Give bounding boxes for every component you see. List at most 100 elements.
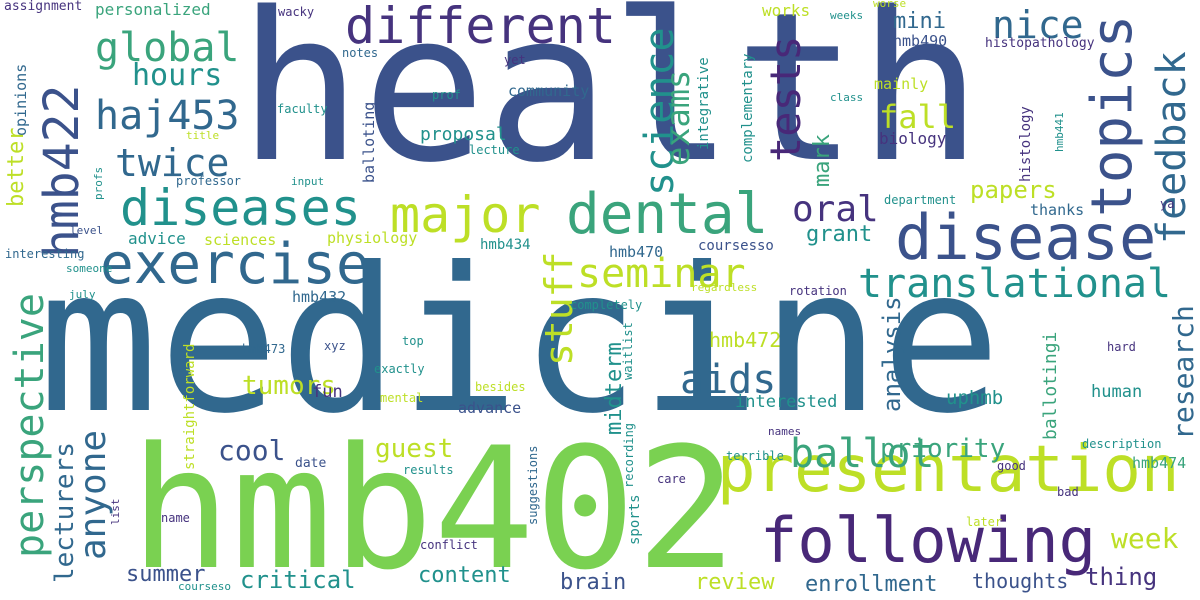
- word: date: [295, 456, 327, 471]
- word: courseso: [178, 580, 231, 593]
- word: hmb432: [292, 288, 347, 306]
- word: translational: [858, 261, 1172, 307]
- word: different: [345, 0, 616, 55]
- word: name: [161, 511, 190, 525]
- word: bad: [1057, 485, 1079, 499]
- word: mini: [893, 9, 946, 34]
- word: straightforward: [182, 343, 198, 470]
- word: suggestions: [526, 445, 540, 525]
- word: histology: [1018, 106, 1034, 182]
- word: hmb441: [1053, 112, 1066, 152]
- word: community: [508, 82, 590, 100]
- word: results: [403, 463, 454, 477]
- word: research: [1167, 305, 1200, 440]
- word: dental: [566, 182, 769, 247]
- word: physiology: [327, 229, 418, 247]
- word: sciences: [204, 231, 277, 249]
- word: coursesso: [698, 238, 774, 254]
- word: regardless: [691, 281, 758, 294]
- word: tumors: [242, 371, 336, 401]
- word: works: [762, 1, 811, 20]
- word: midterm: [602, 342, 627, 435]
- word: assignment: [4, 0, 83, 14]
- word: hmb472: [709, 328, 782, 352]
- word: level: [70, 224, 104, 237]
- word: professor: [176, 174, 242, 188]
- word: hmb474: [1132, 454, 1187, 472]
- word: global: [95, 25, 240, 71]
- word: prof: [432, 88, 461, 102]
- word: notes: [342, 46, 379, 60]
- word: health: [238, 0, 983, 208]
- word: description: [1082, 437, 1162, 451]
- word: oral: [792, 189, 879, 230]
- word: department: [884, 193, 957, 207]
- word: fun: [312, 382, 343, 402]
- word: uphmb: [946, 387, 1004, 409]
- word: list: [109, 498, 122, 526]
- word: ya: [1160, 197, 1175, 211]
- word: july: [69, 288, 96, 301]
- word: anyone: [73, 429, 114, 560]
- word: hmb490: [893, 32, 948, 50]
- word: guest: [375, 434, 454, 464]
- word: better: [4, 127, 29, 207]
- word: integrative: [696, 57, 712, 150]
- word: lecture: [469, 143, 520, 157]
- word: terrible: [726, 449, 784, 463]
- word: wacky: [278, 5, 315, 19]
- word: hmb473: [242, 342, 286, 356]
- word: later: [966, 515, 1003, 529]
- word: feedback: [1149, 51, 1195, 244]
- word: rotation: [789, 284, 847, 298]
- word: presentation: [717, 433, 1180, 507]
- word: week: [1111, 522, 1179, 555]
- word: enrollment: [805, 572, 938, 597]
- word: weeks: [830, 9, 864, 22]
- word: yet: [504, 53, 526, 67]
- word: hmb470: [609, 243, 664, 261]
- word: exercise: [100, 232, 370, 297]
- word: twice: [115, 141, 230, 185]
- word: aids: [680, 357, 777, 403]
- word: good: [997, 459, 1026, 473]
- word: thing: [1085, 563, 1158, 591]
- word: priority: [880, 434, 1006, 464]
- word: exactly: [374, 362, 425, 376]
- word: hard: [1107, 340, 1136, 354]
- word: fall: [879, 98, 957, 136]
- word: brain: [560, 570, 627, 595]
- word: class: [830, 91, 864, 104]
- word: critical: [240, 566, 356, 594]
- word: interested: [735, 392, 838, 412]
- word: diseases: [120, 179, 361, 237]
- word: thanks: [1030, 201, 1085, 219]
- word: hmb402: [130, 411, 737, 600]
- word: seminar: [577, 251, 746, 297]
- word: advance: [458, 399, 522, 417]
- word: balloting: [360, 101, 378, 183]
- word: papers: [970, 176, 1057, 204]
- word: top: [402, 334, 424, 348]
- word: names: [768, 425, 802, 438]
- word: cool: [218, 434, 286, 467]
- word: faculty: [277, 102, 328, 116]
- word: xyz: [324, 339, 346, 353]
- word: following: [760, 504, 1096, 577]
- word: besides: [475, 380, 526, 394]
- word: title: [186, 129, 220, 142]
- word: personalized: [95, 0, 211, 19]
- word: someone: [66, 262, 113, 275]
- word: human: [1091, 382, 1143, 402]
- word: content: [418, 563, 511, 588]
- word: completely: [570, 298, 643, 312]
- word: disease: [895, 201, 1157, 274]
- word: mental: [380, 391, 424, 405]
- word: lecturers: [50, 442, 80, 583]
- word: grant: [806, 222, 873, 247]
- word: hours: [132, 58, 223, 93]
- word: worse: [873, 0, 907, 10]
- word: input: [291, 175, 325, 188]
- word: mainly: [874, 75, 929, 93]
